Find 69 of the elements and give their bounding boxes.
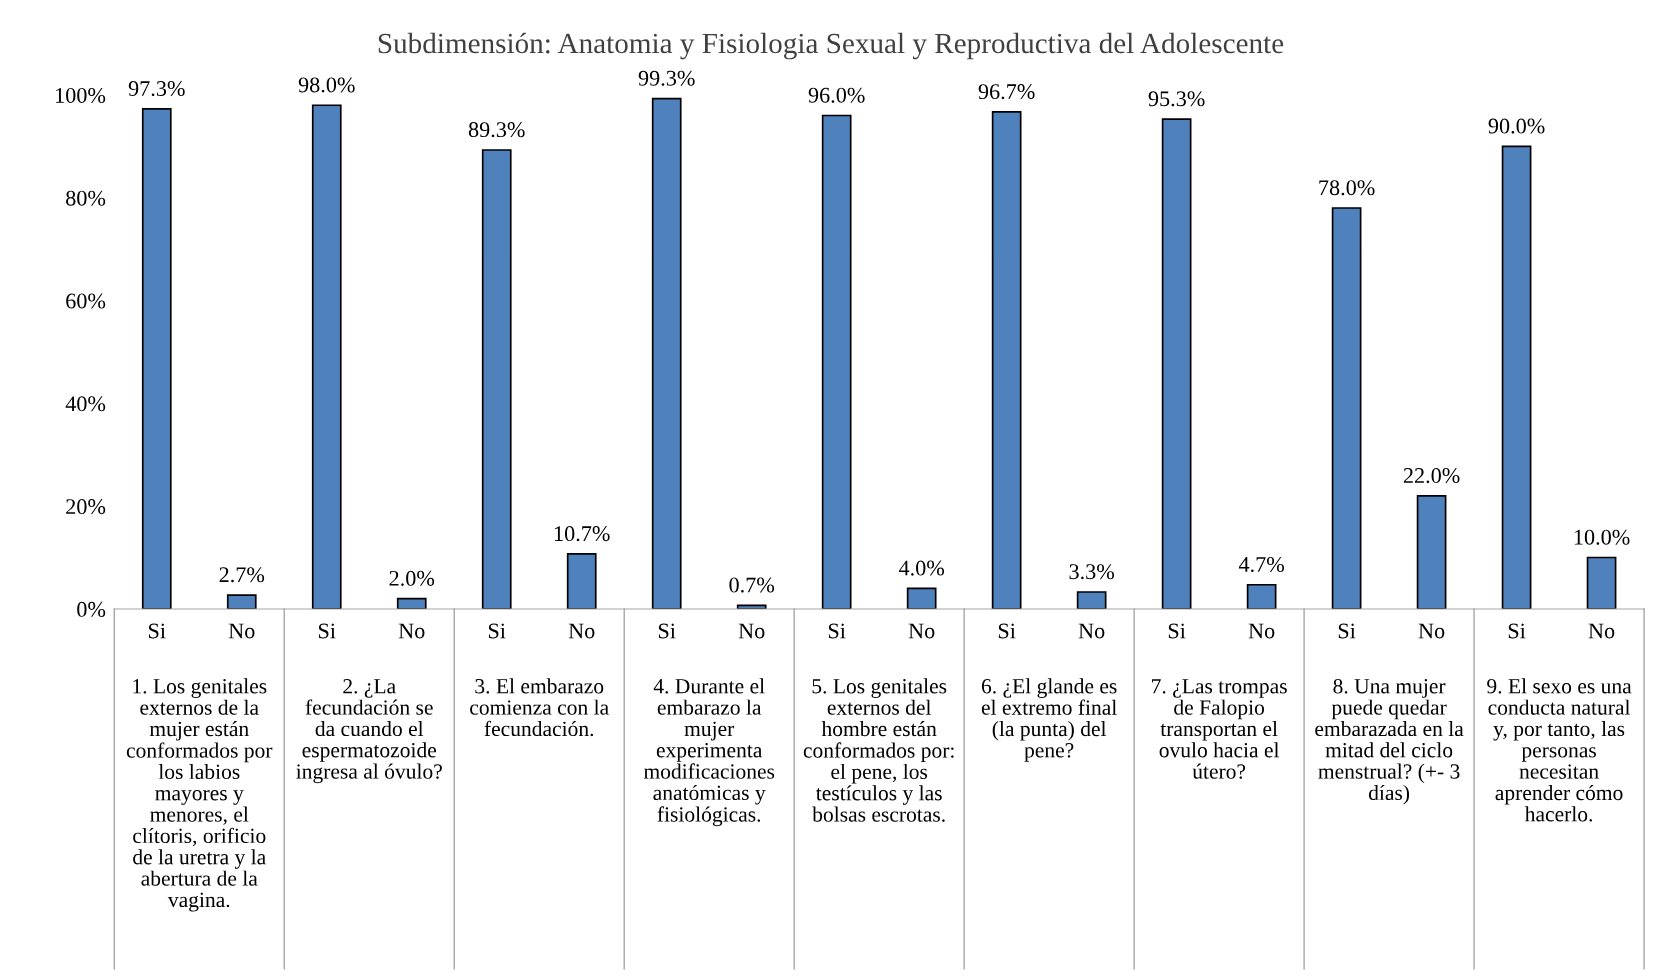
x-tick-label: No	[908, 623, 935, 639]
x-tick-label: Si	[1168, 623, 1186, 639]
x-tick-label: Si	[998, 623, 1016, 639]
y-tick-label: 100%	[56, 87, 106, 103]
bar	[1416, 495, 1447, 609]
bar	[1501, 145, 1532, 609]
data-label: 3.3%	[1069, 564, 1115, 580]
bar	[226, 594, 257, 609]
y-tick-label: 80%	[66, 190, 106, 206]
bar	[141, 108, 172, 609]
data-label: 97.3%	[128, 81, 185, 97]
x-tick-label: Si	[318, 623, 336, 639]
bar	[1586, 556, 1617, 609]
chart-title: Subdimensión: Anatomia y Fisiologia Sexual y Reproductiva del Adolescente	[378, 32, 1284, 60]
bar	[396, 597, 427, 609]
text: 1. Los genitales externos de la mujer están conformados por los labios mayores y menores, el clítoris, orificio de la uretra y la abertura de la vagina.	[126, 678, 273, 912]
text: 2. ¿La fecundación se da cuando el espermatozoide ingresa al óvulo?	[296, 679, 442, 784]
data-label: 78.0%	[1319, 180, 1375, 196]
data-label: 22.0%	[1403, 468, 1460, 484]
y-tick-label: 20%	[66, 499, 106, 515]
y-tick-label: 0%	[77, 601, 106, 617]
x-tick-label: Si	[1338, 623, 1356, 639]
bar	[651, 97, 682, 609]
y-tick-label: 60%	[66, 293, 106, 309]
text: 7. ¿Las trompas de Falopio transportan el ovulo hacia el útero?	[1152, 679, 1287, 779]
bar	[1246, 583, 1277, 609]
x-tick-label: No	[568, 623, 595, 639]
data-label: 99.3%	[638, 70, 695, 86]
x-tick-label: Si	[488, 623, 506, 639]
x-tick-label: No	[738, 623, 765, 639]
text: 4. Durante el embarazo la mujer experimenta modificaciones anatómicas y fisiológicas.	[643, 678, 775, 827]
bar	[311, 104, 342, 609]
text: 6. ¿El glande es el extremo final (la punta) del pene?	[981, 678, 1117, 762]
bar	[1076, 591, 1107, 609]
x-tick-label: No	[1418, 623, 1445, 639]
data-label: 10.7%	[554, 526, 610, 542]
bar	[481, 149, 512, 609]
data-label: 98.0%	[298, 77, 355, 93]
x-tick-label: No	[1248, 623, 1275, 639]
data-label: 4.0%	[898, 560, 945, 576]
y-tick-label: 40%	[65, 396, 106, 412]
x-tick-label: Si	[658, 623, 676, 639]
data-label: 10.0%	[1574, 529, 1630, 545]
bar	[1331, 207, 1362, 609]
x-tick-label: Si	[148, 623, 166, 639]
bar	[566, 553, 597, 609]
data-label: 96.7%	[978, 84, 1035, 100]
data-label: 96.0%	[808, 87, 865, 103]
x-tick-label: No	[398, 623, 425, 639]
bar	[906, 587, 937, 609]
data-label: 4.7%	[1238, 556, 1284, 573]
bar	[1161, 118, 1192, 609]
x-tick-label: Si	[828, 623, 846, 639]
x-tick-label: No	[1078, 623, 1105, 639]
bar	[991, 111, 1022, 609]
x-tick-label: No	[1588, 623, 1615, 639]
data-label: 95.3%	[1148, 91, 1205, 107]
data-label: 2.7%	[219, 567, 265, 583]
text: 9. El sexo es una conducta natural y, por tanto, las personas necesitan aprender cómo hacerlo.	[1487, 678, 1632, 822]
x-tick-label: No	[228, 623, 255, 639]
bar	[821, 114, 852, 609]
text: 8. Una mujer puede quedar embarazada en la mitad del ciclo menstrual? (+- 3 días)	[1315, 678, 1464, 805]
text: 3. El embarazo comienza con la fecundación.	[470, 678, 609, 737]
data-label: 0.7%	[729, 577, 775, 593]
data-label: 89.3%	[468, 122, 525, 138]
data-label: 2.0%	[389, 570, 435, 586]
x-tick-label: Si	[1508, 623, 1526, 639]
data-label: 90.0%	[1488, 118, 1545, 134]
text: 5. Los genitales externos del hombre están conformados por: el pene, los testículos y las bolsas escrotas.	[803, 678, 954, 822]
